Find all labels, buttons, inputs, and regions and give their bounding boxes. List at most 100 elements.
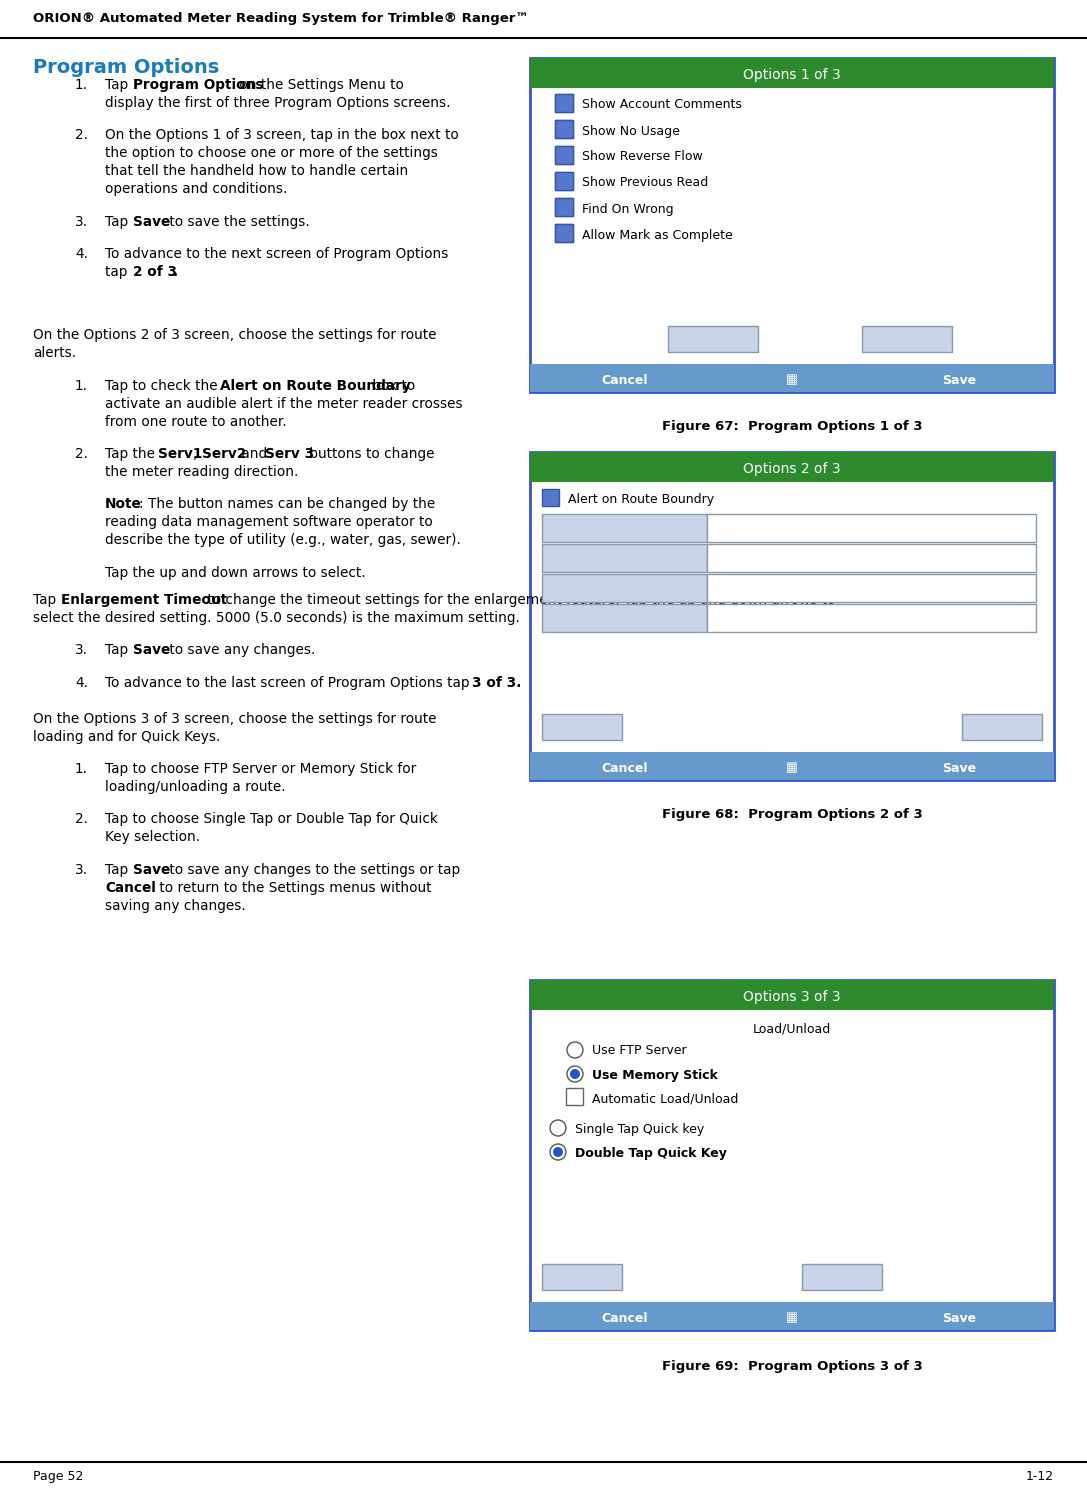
Bar [530, 57, 1054, 392]
Text: Figure 68:  Program Options 2 of 3: Figure 68: Program Options 2 of 3 [662, 808, 923, 820]
Bar [530, 1301, 1054, 1330]
Text: Tap: Tap [105, 214, 133, 229]
Bar [530, 57, 1054, 87]
Text: Save: Save [942, 374, 977, 386]
Text: 2.: 2. [75, 446, 88, 461]
Bar [542, 489, 559, 507]
Text: and: and [237, 446, 272, 461]
Bar [555, 198, 573, 216]
Bar [555, 225, 573, 241]
Text: ✓: ✓ [559, 202, 570, 216]
Text: Save: Save [133, 863, 171, 876]
Text: on the Settings Menu to: on the Settings Menu to [235, 78, 404, 92]
Text: Use FTP Server: Use FTP Server [592, 1045, 687, 1057]
Text: reading data management software operator to: reading data management software operato… [105, 516, 433, 529]
Text: 3 of 3.: 3 of 3. [472, 676, 522, 689]
Text: to save any changes to the settings or tap: to save any changes to the settings or t… [165, 863, 460, 876]
Text: the option to choose one or more of the settings: the option to choose one or more of the … [105, 146, 438, 160]
Text: Save: Save [133, 644, 171, 657]
Text: Tap the up and down arrows to select.: Tap the up and down arrows to select. [105, 566, 365, 579]
Text: Save: Save [942, 762, 977, 775]
Bar [530, 752, 1054, 780]
Text: Serv2: Serv2 [604, 550, 645, 564]
Text: Cancel: Cancel [105, 881, 155, 894]
Text: ✓: ✓ [559, 228, 570, 241]
Text: activate an audible alert if the meter reader crosses: activate an audible alert if the meter r… [105, 397, 463, 410]
Text: 2 of 3: 2 of 3 [824, 1273, 860, 1285]
Text: Save: Save [942, 1312, 977, 1324]
Text: to save the settings.: to save the settings. [165, 214, 310, 229]
Text: Serv1: Serv1 [158, 446, 202, 461]
Text: ✓: ✓ [559, 149, 570, 164]
Text: loading and for Quick Keys.: loading and for Quick Keys. [33, 730, 221, 743]
Text: saving any changes.: saving any changes. [105, 899, 246, 912]
Text: Load/Unload: Load/Unload [753, 1022, 832, 1034]
Text: Single Tap Quick key: Single Tap Quick key [575, 1122, 704, 1136]
Text: Options 3 of 3: Options 3 of 3 [744, 989, 841, 1004]
Ellipse shape [553, 1148, 563, 1157]
Text: 2 of 3: 2 of 3 [133, 265, 177, 279]
Bar [542, 1264, 622, 1289]
Text: Enlargement Timeout: Enlargement Timeout [61, 593, 227, 606]
Text: To advance to the next screen of Program Options: To advance to the next screen of Program… [105, 247, 448, 261]
Text: Find On Wrong: Find On Wrong [582, 202, 674, 216]
Text: On the Options 1 of 3 screen, tap in the box next to: On the Options 1 of 3 screen, tap in the… [105, 128, 459, 142]
Text: 1 of 3: 1 of 3 [564, 722, 600, 736]
Text: Cancel: Cancel [601, 1312, 648, 1324]
Text: : The button names can be changed by the: : The button names can be changed by the [139, 498, 435, 511]
Bar [530, 452, 1054, 483]
Text: alerts.: alerts. [33, 347, 76, 360]
Bar [555, 121, 573, 139]
Text: 2 of 3: 2 of 3 [696, 335, 732, 347]
Text: Options 1 of 3: Options 1 of 3 [744, 68, 841, 81]
Text: 3 of 3: 3 of 3 [984, 722, 1020, 736]
Text: Tap: Tap [105, 863, 133, 876]
Text: On the Options 2 of 3 screen, choose the settings for route: On the Options 2 of 3 screen, choose the… [33, 329, 437, 342]
Text: Figure 67:  Program Options 1 of 3: Figure 67: Program Options 1 of 3 [662, 421, 922, 433]
Bar [530, 980, 1054, 1330]
Text: Figure 69:  Program Options 3 of 3: Figure 69: Program Options 3 of 3 [662, 1360, 923, 1372]
Text: Note: Note [105, 498, 141, 511]
Text: Tap to choose Single Tap or Double Tap for Quick: Tap to choose Single Tap or Double Tap f… [105, 813, 438, 826]
Bar [707, 605, 1036, 632]
Text: Alert on Route Boundary: Alert on Route Boundary [220, 379, 411, 392]
Text: select the desired setting. 5000 (5.0 seconds) is the maximum setting.: select the desired setting. 5000 (5.0 se… [33, 611, 520, 624]
Text: 1000: 1000 [715, 611, 747, 623]
Bar [555, 172, 573, 190]
Text: Tap: Tap [105, 78, 133, 92]
Text: Enlargement Timeout: Enlargement Timeout [549, 611, 700, 623]
Text: Show Account Comments: Show Account Comments [582, 98, 741, 112]
Text: 3 of 3: 3 of 3 [889, 335, 925, 347]
Text: Program Options: Program Options [33, 57, 220, 77]
Text: 4.: 4. [75, 247, 88, 261]
Bar [707, 575, 1036, 602]
Text: Tap to choose FTP Server or Memory Stick for: Tap to choose FTP Server or Memory Stick… [105, 762, 416, 777]
Text: 3.: 3. [75, 644, 88, 657]
Bar [530, 452, 1054, 780]
Text: ,: , [193, 446, 202, 461]
Bar [555, 198, 573, 216]
Ellipse shape [550, 1145, 566, 1160]
Bar [566, 1087, 583, 1105]
Text: Cancel: Cancel [601, 762, 648, 775]
Text: To advance to the last screen of Program Options tap: To advance to the last screen of Program… [105, 676, 474, 689]
Text: Show Reverse Flow: Show Reverse Flow [582, 151, 703, 163]
Bar [555, 93, 573, 112]
Text: 2.: 2. [75, 813, 88, 826]
Text: Program Options: Program Options [133, 78, 263, 92]
Text: Left-To-Right: Left-To-Right [715, 520, 794, 534]
Text: operations and conditions.: operations and conditions. [105, 182, 287, 196]
Bar [802, 1264, 882, 1289]
Text: ▦: ▦ [786, 374, 798, 386]
Text: Show No Usage: Show No Usage [582, 125, 679, 137]
Bar [530, 363, 1054, 392]
Text: the meter reading direction.: the meter reading direction. [105, 464, 298, 480]
Ellipse shape [550, 1120, 566, 1136]
Text: .: . [173, 265, 178, 279]
Text: box to: box to [368, 379, 415, 392]
Bar [962, 713, 1042, 740]
Text: Tap to check the: Tap to check the [105, 379, 222, 392]
Bar [555, 225, 573, 241]
Text: 3.: 3. [75, 214, 88, 229]
Bar [555, 121, 573, 139]
